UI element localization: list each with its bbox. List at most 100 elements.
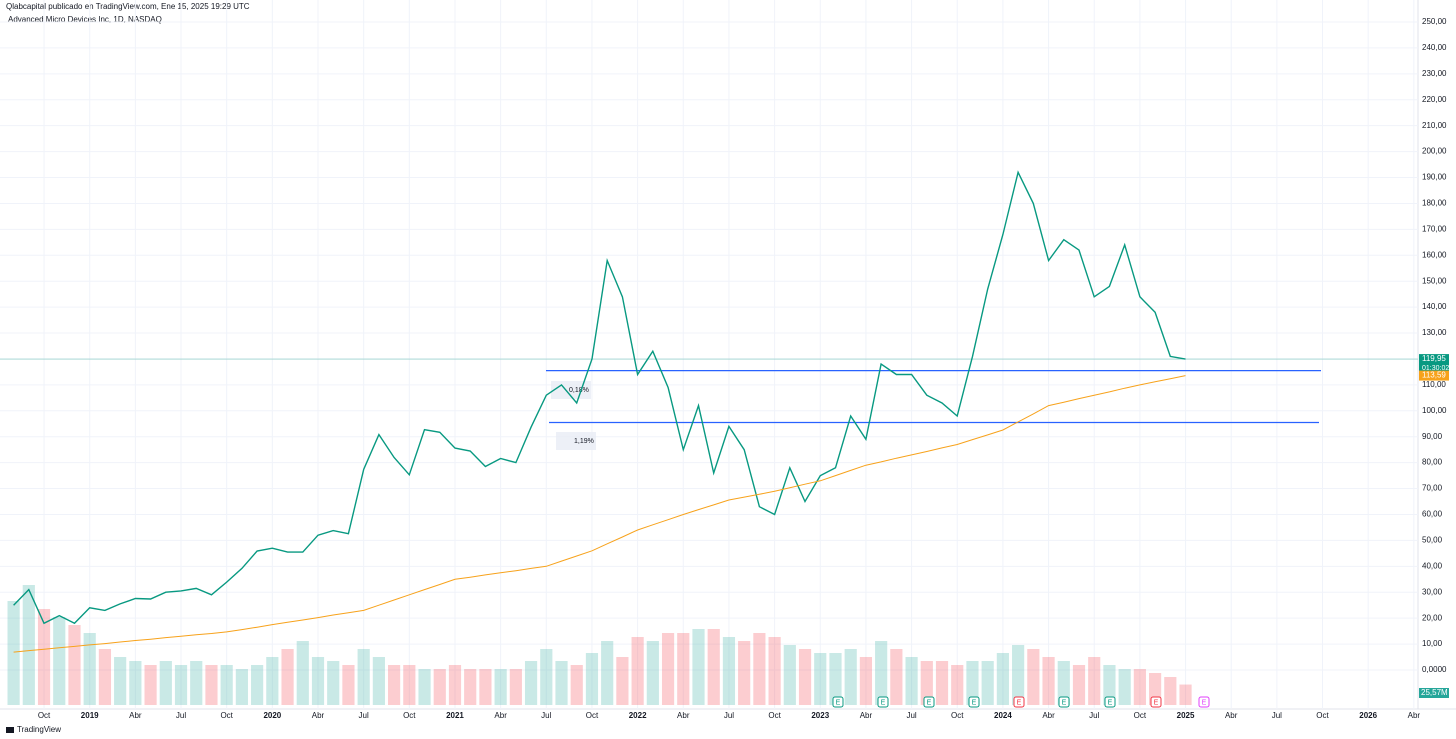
x-tick-label: Oct [38,711,51,720]
earnings-label: E [881,699,886,706]
y-tick-label: 10,00 [1422,639,1443,648]
volume-bar [68,625,81,705]
x-tick-label: 2023 [811,711,829,720]
volume-bar [342,665,355,705]
volume-bar [570,665,583,705]
volume-bar [1057,661,1070,705]
volume-bar [996,653,1009,705]
y-tick-label: 60,00 [1422,510,1443,519]
volume-label-box [1419,688,1449,698]
x-tick-label: 2022 [629,711,647,720]
volume-bar [692,629,705,705]
volume-bar [418,669,431,705]
x-tick-label: Oct [586,711,599,720]
volume-bar [205,665,218,705]
volume-bar [783,645,796,705]
measure-box [556,432,596,450]
x-tick-label: 2024 [994,711,1012,720]
x-tick-label: Oct [1134,711,1147,720]
earnings-label: E [1202,699,1207,706]
volume-bar [22,585,35,705]
volume-bar [235,669,248,705]
x-tick-label: Jul [724,711,734,720]
volume-bar [905,657,918,705]
y-tick-label: 130,00 [1422,328,1447,337]
volume-bar [707,629,720,705]
volume-bar [722,637,736,705]
measure-label: 0,18% [569,387,589,394]
volume-bar [844,649,857,705]
earnings-label: E [836,699,841,706]
volume-bar [129,661,142,705]
publisher: Qlabcapital publicado en TradingView.com… [6,2,250,11]
volume-bar [920,661,933,705]
y-tick-label: 30,00 [1422,587,1443,596]
volume-bar [631,637,644,705]
volume-bar [753,633,766,705]
x-tick-label: Abr [1042,711,1055,720]
x-tick-label: Abr [1225,711,1238,720]
volume-bar [524,661,538,705]
volume-bar [281,649,294,705]
y-tick-label: 100,00 [1422,406,1447,415]
earnings-label: E [1154,699,1159,706]
y-tick-label: 140,00 [1422,302,1447,311]
volume-bar [1164,677,1177,705]
x-tick-label: Abr [494,711,507,720]
volume-bar [1072,665,1086,705]
y-tick-label: 170,00 [1422,224,1447,233]
volume-bar [190,661,203,705]
y-tick-label: 210,00 [1422,121,1447,130]
x-tick-label: Jul [906,711,916,720]
volume-bar [159,661,172,705]
y-tick-label: 90,00 [1422,432,1443,441]
y-tick-label: 20,00 [1422,613,1443,622]
earnings-marker [1198,696,1210,708]
volume-bar [433,669,446,705]
measure-label: 1,19% [574,438,594,445]
earnings-marker [968,696,980,708]
y-tick-label: 190,00 [1422,173,1447,182]
y-tick-label: 230,00 [1422,69,1447,78]
volume-bar [53,617,66,705]
x-tick-label: Abr [312,711,325,720]
volume-bar [1179,684,1192,705]
x-tick-label: 2026 [1359,711,1377,720]
earnings-marker [877,696,889,708]
price-label-box [1419,354,1449,375]
price-label: 113,59 [1422,371,1446,380]
earnings-marker [1013,696,1025,708]
y-tick-label: 200,00 [1422,147,1447,156]
volume-bar [296,641,309,705]
volume-bar [966,661,979,705]
volume-bar [661,633,675,705]
logo [6,727,14,733]
earnings-marker [1058,696,1070,708]
volume-bar [981,661,994,705]
volume-bar [448,665,462,705]
volume-bar [114,657,127,705]
volume-bar [479,669,492,705]
volume-label: 25,57M [1421,688,1448,697]
volume-bar [875,641,888,705]
volume-bar [601,641,614,705]
volume-bar [1088,657,1101,705]
volume-bar [7,601,20,705]
x-tick-label: 2020 [263,711,281,720]
volume-bar [220,665,233,705]
volume-bar [829,653,842,705]
x-tick-label: Abr [677,711,690,720]
y-tick-label: 50,00 [1422,536,1443,545]
volume-bar [798,649,812,705]
series-line [13,375,1186,653]
x-tick-label: 2019 [81,711,99,720]
x-tick-label: Abr [1408,711,1421,720]
volume-bar [388,665,401,705]
volume-bar [540,649,553,705]
earnings-marker [1104,696,1116,708]
volume-bar [585,653,599,705]
x-tick-label: 2021 [446,711,464,720]
volume-bar [1103,665,1116,705]
volume-bar [83,633,96,705]
